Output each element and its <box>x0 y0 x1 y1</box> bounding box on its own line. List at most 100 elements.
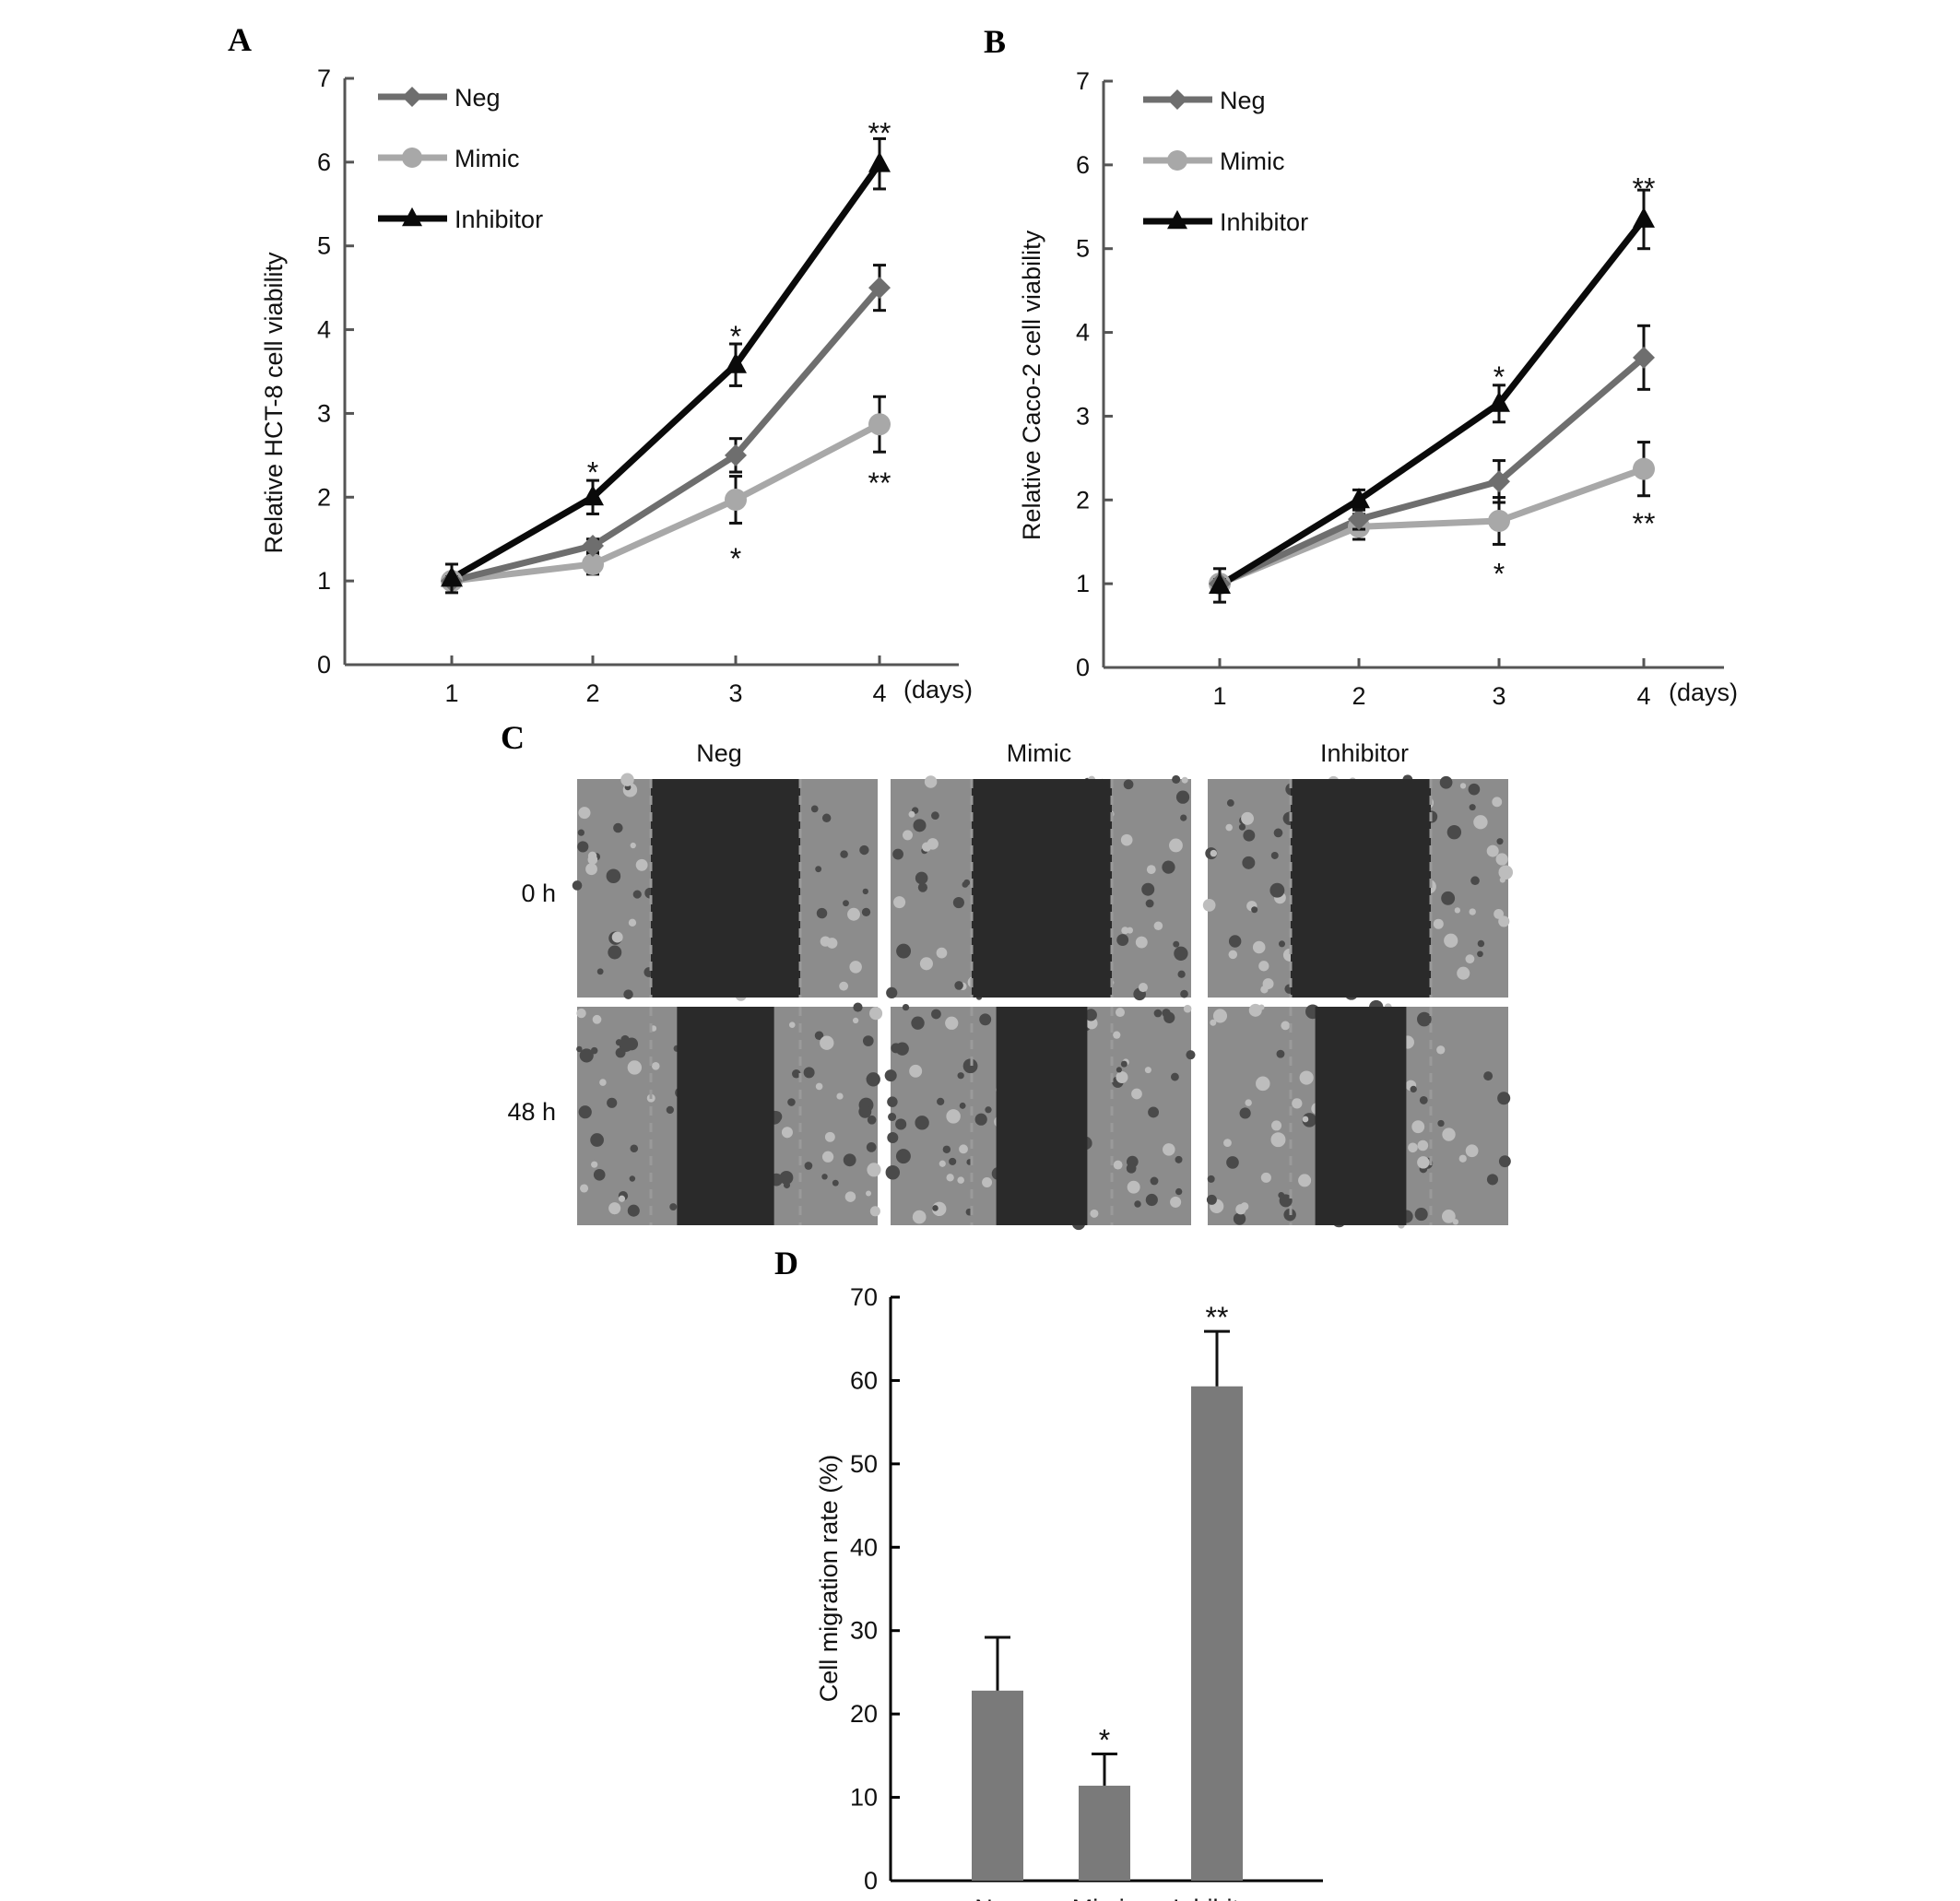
cell-texture <box>666 1105 674 1115</box>
panel-a-point-neg <box>725 443 747 466</box>
panel-b-y-tick-label: 5 <box>1076 235 1090 263</box>
panel-b-point-inhibitor <box>1209 573 1231 594</box>
cell-texture <box>814 1031 824 1040</box>
cell-texture <box>939 1160 946 1167</box>
panel-a-legend-marker-mimic <box>402 148 422 168</box>
panel-b-y-tick-label: 1 <box>1076 570 1090 597</box>
cell-texture <box>866 1075 873 1082</box>
cell-texture <box>1170 1196 1182 1208</box>
cell-texture <box>1169 838 1183 853</box>
cell-texture <box>577 841 589 853</box>
cell-texture <box>591 1161 598 1168</box>
cell-texture <box>1207 1175 1215 1183</box>
cell-texture <box>895 1149 911 1164</box>
cell-texture <box>1148 1106 1160 1118</box>
cell-texture <box>1458 1154 1467 1163</box>
cell-texture <box>1116 1070 1128 1084</box>
cell-texture <box>1457 966 1470 980</box>
cell-texture <box>853 1002 863 1012</box>
panel-a-point-neg <box>868 277 891 300</box>
cell-texture <box>852 1017 859 1024</box>
cell-texture <box>1186 1050 1196 1060</box>
panel-b-legend-marker-mimic <box>1167 150 1187 171</box>
cell-texture <box>1173 940 1180 948</box>
panel-a-significance-mark: * <box>730 542 741 575</box>
cell-texture <box>884 1069 897 1082</box>
cell-texture <box>1144 1067 1151 1074</box>
cell-texture <box>1245 1099 1252 1106</box>
cell-texture <box>1439 775 1453 789</box>
cell-texture <box>576 1008 586 1019</box>
cell-texture <box>1469 804 1476 811</box>
cell-texture <box>1248 1003 1262 1017</box>
cell-texture <box>1298 1174 1312 1187</box>
panel-a-y-tick-label: 2 <box>317 483 331 511</box>
panel-d-y-axis-title: Cell migration rate (%) <box>815 1455 843 1703</box>
cell-texture <box>903 830 913 841</box>
cell-texture <box>917 882 928 892</box>
panel-b-significance-mark: * <box>1494 558 1505 591</box>
cell-texture <box>949 1157 957 1165</box>
cell-texture <box>1225 823 1233 832</box>
cell-texture <box>792 1069 801 1079</box>
cell-texture <box>1131 1088 1142 1100</box>
cell-texture <box>619 1038 633 1052</box>
cell-texture <box>1470 876 1480 886</box>
cell-texture <box>1123 779 1134 790</box>
cell-texture <box>1127 927 1133 934</box>
panel-a-legend-marker-inhibitor <box>402 207 422 227</box>
panel-a-x-axis-unit: (days) <box>903 676 973 703</box>
micrograph-tile-neg-48-h <box>576 1002 883 1225</box>
cell-texture <box>1292 1098 1303 1109</box>
cell-texture <box>911 1016 925 1030</box>
cell-texture <box>1175 1187 1183 1196</box>
cell-texture <box>1278 1191 1285 1198</box>
cell-texture <box>632 890 642 899</box>
cell-texture <box>779 1171 794 1185</box>
panel-d-y-tick-label: 70 <box>850 1283 878 1311</box>
cell-texture <box>821 813 832 822</box>
cell-texture <box>613 822 623 833</box>
cell-texture <box>1269 882 1285 898</box>
panel-a-y-axis-title: Relative HCT-8 cell viability <box>260 252 288 554</box>
cell-texture <box>824 1131 835 1142</box>
cell-texture <box>1477 950 1483 958</box>
cell-texture <box>896 943 912 959</box>
panel-a-y-tick-label: 1 <box>317 567 331 595</box>
cell-texture <box>629 1175 636 1182</box>
panel-b-letter: B <box>984 23 1006 60</box>
cell-texture <box>628 918 637 927</box>
cell-texture <box>1442 1128 1456 1141</box>
panel-b-plot-area: ****** <box>1209 172 1655 604</box>
cell-texture <box>847 907 860 921</box>
cell-texture <box>1252 940 1266 954</box>
cell-texture <box>936 947 948 959</box>
cell-texture <box>816 907 828 919</box>
cell-texture <box>1256 1076 1270 1092</box>
cell-texture <box>1212 1009 1228 1023</box>
panel-a-legend-label-inhibitor: Inhibitor <box>455 206 543 233</box>
cell-texture <box>585 863 597 876</box>
cell-texture <box>915 871 928 885</box>
panel-b-y-tick-label: 7 <box>1076 67 1090 95</box>
cell-texture <box>913 819 927 832</box>
cell-texture <box>862 1035 874 1046</box>
micrograph-tile-mimic-48-h <box>884 1003 1196 1231</box>
cell-texture <box>1483 1071 1494 1081</box>
cell-texture <box>593 1168 606 1181</box>
panel-b-x-tick-label: 3 <box>1492 682 1505 710</box>
cell-texture <box>1116 1067 1122 1073</box>
panel-b-y-tick-label: 3 <box>1076 402 1090 430</box>
cell-texture <box>1134 1200 1141 1208</box>
cell-texture <box>1238 823 1246 831</box>
cell-texture <box>1260 1172 1271 1183</box>
cell-texture <box>804 1162 813 1170</box>
panel-a-point-mimic <box>725 489 747 512</box>
cell-texture <box>893 896 906 909</box>
cell-texture <box>606 868 621 884</box>
cell-texture <box>1235 1204 1246 1215</box>
cell-texture <box>1258 961 1269 972</box>
micrograph-tile-neg-0-h <box>572 773 878 1001</box>
cell-texture <box>1454 907 1460 914</box>
panel-a-significance-mark: * <box>587 455 598 489</box>
